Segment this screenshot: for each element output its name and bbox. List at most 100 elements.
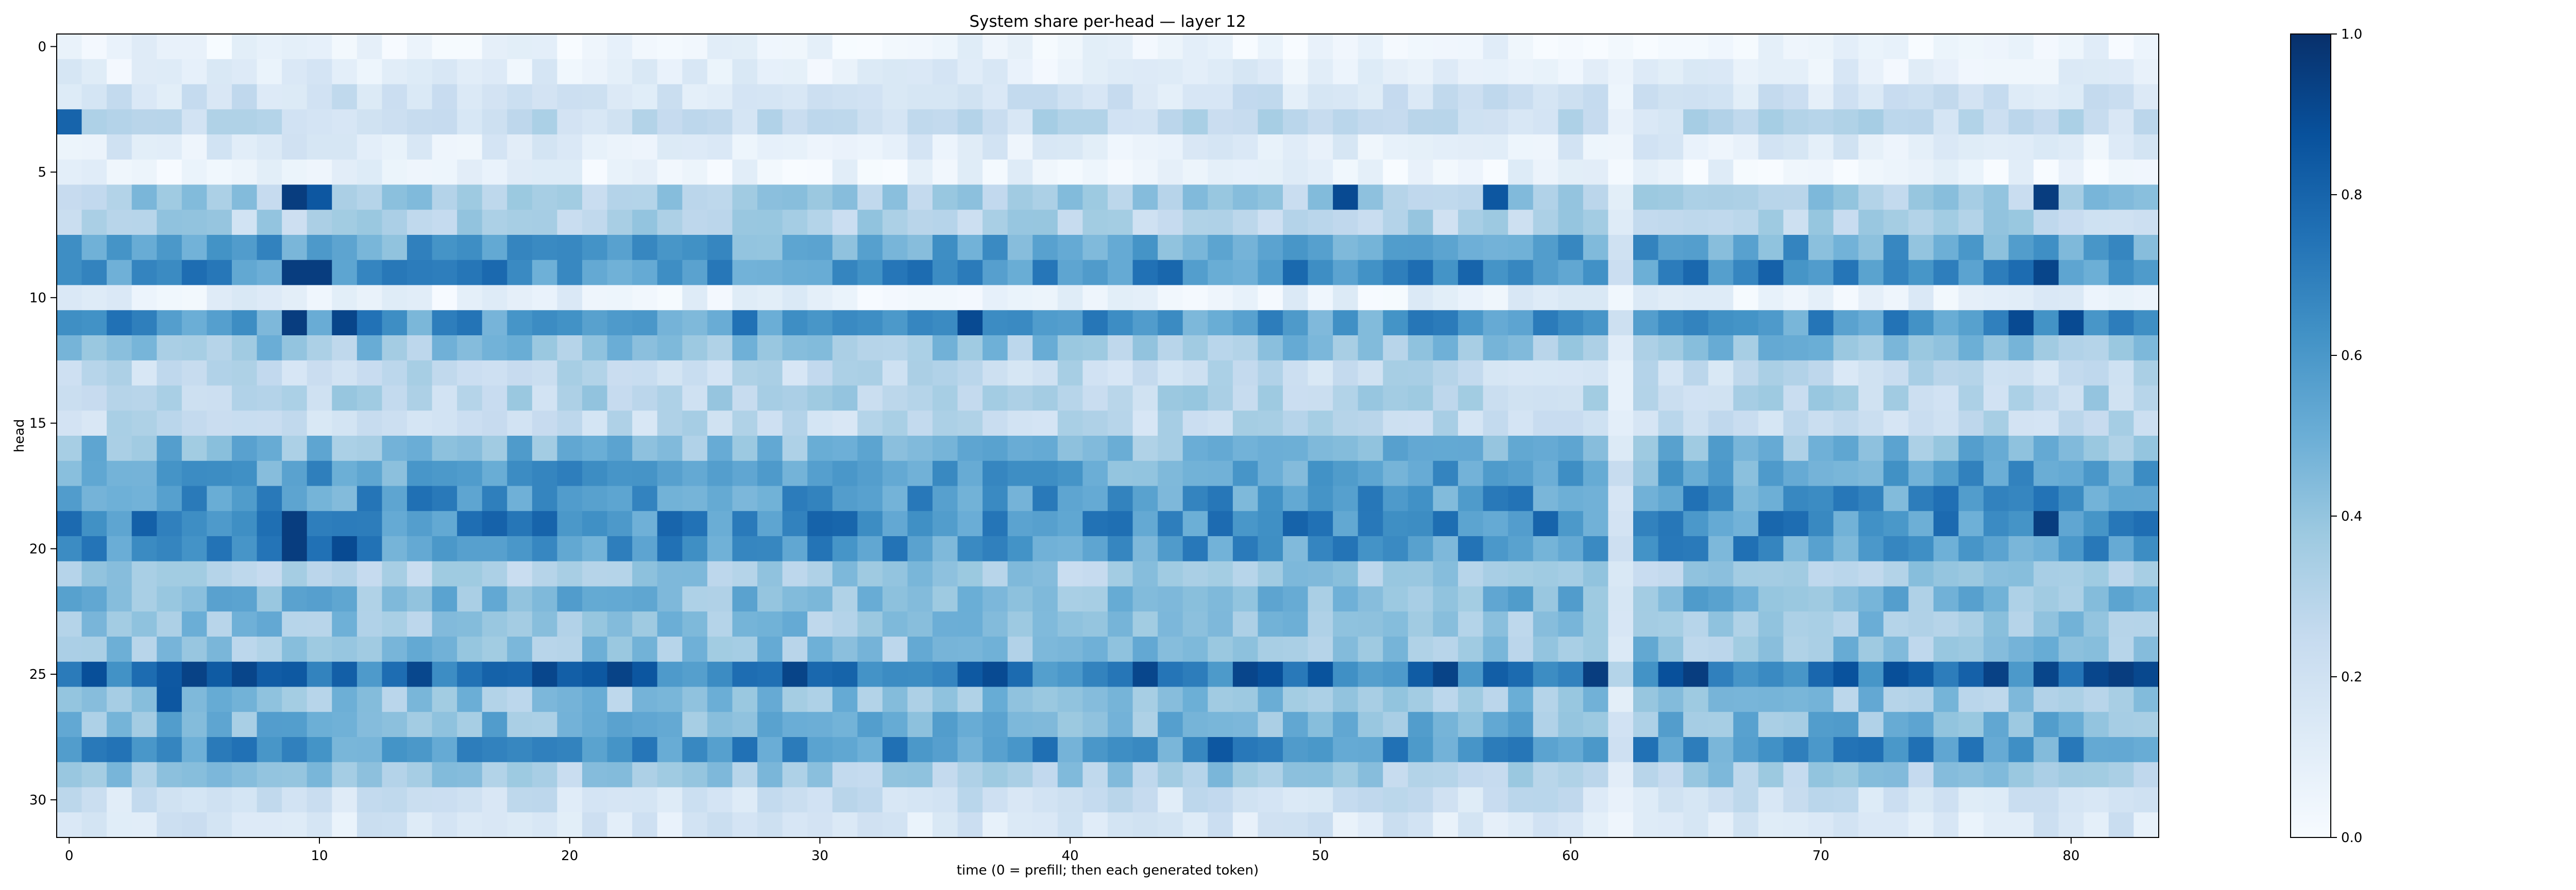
heatmap-cell xyxy=(1733,561,1759,587)
heatmap-cell xyxy=(1958,184,1984,210)
heatmap-cell xyxy=(107,712,132,738)
heatmap-cell xyxy=(332,460,358,487)
heatmap-cell xyxy=(1683,661,1709,688)
heatmap-cell xyxy=(1408,34,1434,60)
heatmap-cell xyxy=(1733,460,1759,487)
heatmap-cell xyxy=(882,687,908,712)
heatmap-cell xyxy=(482,511,507,537)
heatmap-cell xyxy=(307,737,332,763)
heatmap-cell xyxy=(157,762,182,788)
heatmap-cell xyxy=(1958,134,1984,160)
heatmap-cell xyxy=(2058,661,2084,688)
heatmap-cell xyxy=(282,787,308,813)
heatmap-cell xyxy=(1658,436,1684,461)
heatmap-cell xyxy=(2008,787,2034,813)
heatmap-cell xyxy=(732,787,758,813)
heatmap-cell xyxy=(1208,611,1233,637)
heatmap-cell xyxy=(1158,661,1183,688)
heatmap-cell xyxy=(632,184,658,210)
heatmap-cell xyxy=(757,159,783,185)
heatmap-cell xyxy=(1383,385,1409,411)
heatmap-cell xyxy=(1433,210,1459,235)
heatmap-cell xyxy=(2008,134,2034,160)
heatmap-cell xyxy=(1508,762,1534,788)
heatmap-cell xyxy=(2033,34,2059,60)
heatmap-cell xyxy=(907,159,933,185)
heatmap-cell xyxy=(1958,410,1984,436)
heatmap-cell xyxy=(1408,561,1434,587)
heatmap-cell xyxy=(2108,812,2134,838)
heatmap-cell xyxy=(2108,310,2134,336)
heatmap-cell xyxy=(207,787,232,813)
heatmap-cell xyxy=(1158,109,1183,135)
heatmap-cell xyxy=(207,436,232,461)
heatmap-cell xyxy=(1358,561,1383,587)
heatmap-cell xyxy=(1683,310,1709,336)
heatmap-cell xyxy=(332,410,358,436)
heatmap-cell xyxy=(1708,84,1734,110)
heatmap-cell xyxy=(607,285,633,311)
heatmap-cell xyxy=(832,385,858,411)
heatmap-cell xyxy=(807,210,833,235)
heatmap-cell xyxy=(1483,260,1509,286)
x-tick-label: 10 xyxy=(311,848,328,864)
heatmap-cell xyxy=(982,385,1008,411)
heatmap-cell xyxy=(2108,511,2134,537)
heatmap-cell xyxy=(607,586,633,612)
heatmap-cell xyxy=(682,410,708,436)
heatmap-cell xyxy=(1333,360,1359,386)
heatmap-cell xyxy=(1208,687,1233,712)
heatmap-cell xyxy=(807,536,833,562)
heatmap-cell xyxy=(1158,235,1183,261)
heatmap-cell xyxy=(282,109,308,135)
heatmap-cell xyxy=(307,661,332,688)
heatmap-cell xyxy=(131,661,157,688)
heatmap-cell xyxy=(732,586,758,612)
heatmap-cell xyxy=(732,59,758,85)
heatmap-cell xyxy=(1533,611,1558,637)
heatmap-cell xyxy=(1758,812,1784,838)
heatmap-cell xyxy=(532,184,558,210)
heatmap-cell xyxy=(232,637,258,662)
heatmap-cell xyxy=(232,84,258,110)
heatmap-cell xyxy=(957,260,983,286)
heatmap-cell xyxy=(2083,335,2109,361)
heatmap-cell xyxy=(131,184,157,210)
heatmap-cell xyxy=(1283,184,1309,210)
heatmap-cell xyxy=(457,59,483,85)
heatmap-cell xyxy=(1633,285,1659,311)
heatmap-cell xyxy=(432,235,457,261)
heatmap-cell xyxy=(482,310,507,336)
colorbar-axis: 0.00.20.40.60.81.0 xyxy=(2331,27,2362,846)
heatmap-cell xyxy=(407,335,433,361)
heatmap-cell xyxy=(507,561,533,587)
heatmap-cell xyxy=(1783,360,1809,386)
heatmap-cell xyxy=(682,611,708,637)
heatmap-cell xyxy=(1833,260,1859,286)
heatmap-cell xyxy=(282,586,308,612)
heatmap-cell xyxy=(1733,109,1759,135)
heatmap-cell xyxy=(81,737,107,763)
heatmap-cell xyxy=(2133,661,2159,688)
heatmap-cell xyxy=(2033,687,2059,712)
heatmap-cell xyxy=(1958,737,1984,763)
heatmap-cell xyxy=(2108,134,2134,160)
heatmap-cell xyxy=(1908,335,1934,361)
heatmap-cell xyxy=(632,712,658,738)
heatmap-cell xyxy=(1383,536,1409,562)
heatmap-cell xyxy=(532,611,558,637)
heatmap-cell xyxy=(282,385,308,411)
heatmap-cell xyxy=(1533,511,1558,537)
heatmap-cell xyxy=(1858,285,1884,311)
heatmap-cell xyxy=(1783,787,1809,813)
heatmap-cell xyxy=(1483,812,1509,838)
heatmap-cell xyxy=(382,410,408,436)
heatmap-cell xyxy=(557,360,583,386)
heatmap-cell xyxy=(1933,59,1959,85)
heatmap-cell xyxy=(1032,611,1058,637)
heatmap-cell xyxy=(732,360,758,386)
heatmap-cell xyxy=(432,611,457,637)
heatmap-cell xyxy=(332,536,358,562)
heatmap-cell xyxy=(1908,410,1934,436)
heatmap-cell xyxy=(807,511,833,537)
